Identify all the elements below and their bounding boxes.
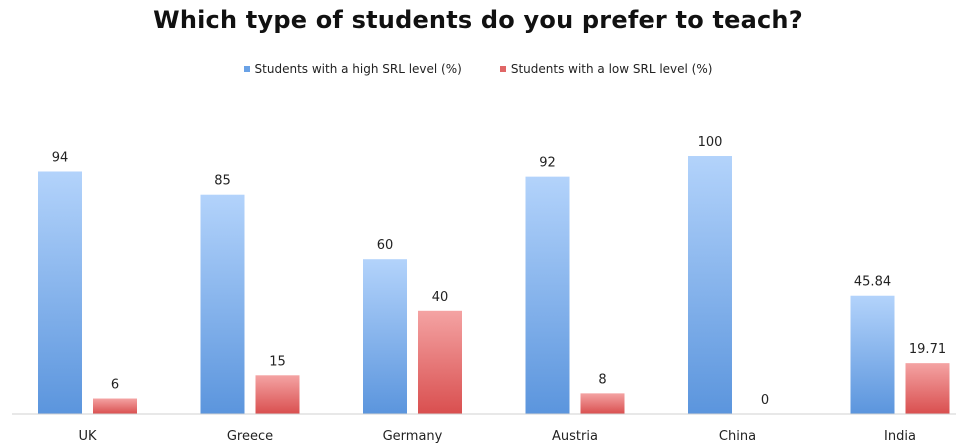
- data-label-low-india: 19.71: [909, 342, 946, 357]
- bar-high-india: [850, 295, 895, 414]
- bar-high-uk: [38, 171, 82, 414]
- legend-swatch-low: [499, 66, 506, 72]
- x-tick-label-austria: Austria: [552, 429, 598, 444]
- data-label-low-china: 0: [761, 393, 769, 408]
- data-label-high-uk: 94: [52, 150, 69, 165]
- data-label-high-germany: 60: [377, 238, 394, 253]
- bar-high-china: [688, 156, 732, 414]
- legend-item-high: Students with a high SRL level (%): [243, 62, 462, 76]
- legend-label-high: Students with a high SRL level (%): [254, 62, 462, 76]
- chart-title: Which type of students do you prefer to …: [153, 6, 803, 34]
- data-label-low-uk: 6: [111, 378, 119, 393]
- legend-item-low: Students with a low SRL level (%): [499, 62, 713, 76]
- chart-legend: Students with a high SRL level (%) Stude…: [0, 62, 956, 76]
- bar-low-austria: [580, 393, 625, 414]
- legend-label-low: Students with a low SRL level (%): [510, 62, 713, 76]
- bar-high-greece: [200, 194, 245, 414]
- data-label-high-greece: 85: [214, 174, 231, 189]
- bar-low-india: [905, 363, 950, 414]
- x-tick-label-uk: UK: [78, 429, 97, 444]
- data-label-low-germany: 40: [432, 290, 449, 305]
- data-label-low-austria: 8: [598, 372, 606, 387]
- x-tick-label-germany: Germany: [383, 429, 443, 444]
- x-tick-labels: UK Greece Germany Austria China India: [78, 429, 915, 444]
- data-label-low-greece: 15: [269, 354, 286, 369]
- data-label-high-china: 100: [698, 135, 723, 150]
- x-tick-label-china: China: [719, 429, 756, 444]
- bar-high-germany: [363, 259, 407, 414]
- x-tick-label-greece: Greece: [227, 429, 273, 444]
- bar-low-germany: [418, 310, 462, 414]
- x-tick-label-india: India: [884, 429, 916, 444]
- bars-group: 94 6 85 15 60 40 92 8 100 0 45.84 19.71: [38, 135, 950, 414]
- bar-low-greece: [255, 375, 300, 414]
- legend-swatch-high: [243, 66, 250, 72]
- bar-low-uk: [93, 398, 137, 414]
- bar-high-austria: [525, 176, 570, 414]
- data-label-high-austria: 92: [539, 156, 556, 171]
- data-label-high-india: 45.84: [854, 275, 891, 290]
